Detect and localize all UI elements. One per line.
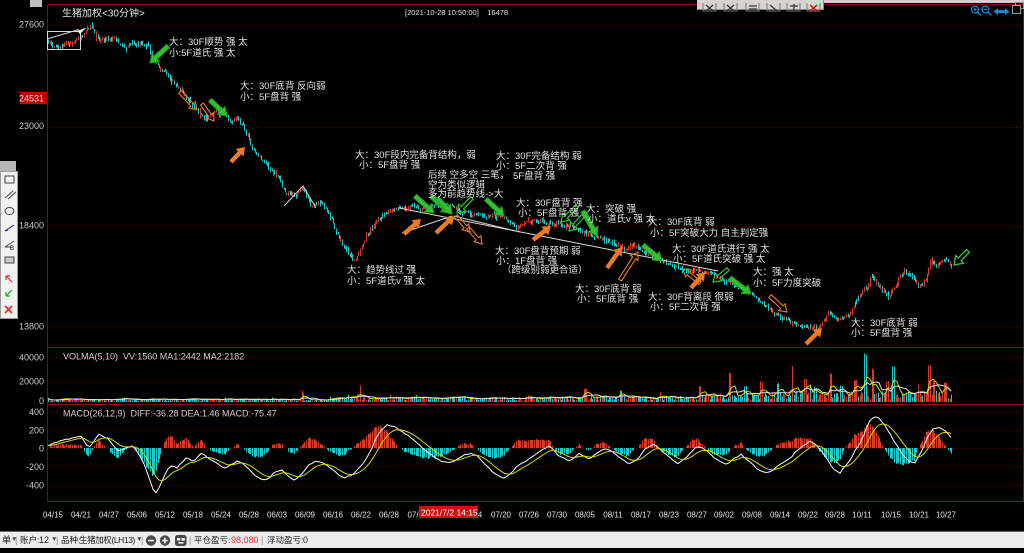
svg-text:10/27: 10/27: [936, 511, 957, 520]
svg-text:小：5F盘背 强: 小：5F盘背 强: [518, 207, 580, 219]
svg-text:大：30F背离段 很弱: 大：30F背离段 很弱: [648, 291, 734, 303]
svg-text:06/03: 06/03: [267, 511, 288, 520]
svg-text:08/11: 08/11: [603, 511, 623, 520]
svg-text:小：5F道氏v 强 太: 小：5F道氏v 强 太: [347, 275, 426, 287]
svg-text:5F盘背 强: 5F盘背 强: [513, 170, 556, 182]
svg-text:大：趋势线过 强: 大：趋势线过 强: [347, 264, 417, 276]
svg-text:2021/7/2 14:15: 2021/7/2 14:15: [421, 508, 478, 518]
svg-text:小：5F道氏突破 强 太: 小：5F道氏突破 强 太: [673, 253, 766, 265]
svg-text:05/24: 05/24: [211, 511, 232, 520]
svg-text:06/09: 06/09: [295, 511, 316, 520]
svg-text:04/15: 04/15: [43, 511, 64, 520]
svg-text:小：5F二次背 强: 小：5F二次背 强: [496, 160, 567, 172]
svg-text:小：1F盘背 强: 小：1F盘背 强: [496, 255, 558, 267]
svg-text:大：30F盘背 强: 大：30F盘背 强: [516, 197, 583, 209]
svg-text:27600: 27600: [19, 20, 44, 30]
svg-text:后续 空多空 三笔，: 后续 空多空 三笔，: [428, 169, 509, 181]
svg-text:小：5F盘背 强: 小：5F盘背 强: [240, 91, 302, 103]
svg-text:-200: -200: [26, 462, 44, 472]
svg-text:小:5F道氏 强 太: 小:5F道氏 强 太: [169, 47, 236, 59]
svg-text:07/30: 07/30: [547, 511, 568, 520]
svg-text:05/06: 05/06: [127, 511, 148, 520]
svg-text:40000: 40000: [19, 353, 44, 363]
svg-text:（跨级别弱更合适）: （跨级别弱更合适）: [502, 264, 588, 276]
svg-text:08/05: 08/05: [575, 511, 596, 520]
svg-text:大：突破 强: 大：突破 强: [586, 203, 637, 215]
svg-text:07/: 07/: [407, 511, 419, 520]
svg-text:大：30F段内完备背结构，弱: 大：30F段内完备背结构，弱: [355, 149, 476, 161]
svg-text:06/22: 06/22: [351, 511, 372, 520]
svg-text:08/23: 08/23: [659, 511, 680, 520]
svg-text:04/21: 04/21: [71, 511, 92, 520]
svg-text:09/28: 09/28: [825, 511, 846, 520]
svg-text:06/16: 06/16: [323, 511, 344, 520]
svg-text:400: 400: [29, 407, 44, 417]
svg-text:05/18: 05/18: [183, 511, 204, 520]
svg-text:VOLMA(5,10) VV:1560 MA1:2442: VOLMA(5,10) VV:1560 MA1:2442 MA2:2182: [63, 352, 244, 362]
svg-text:小：5F突破大力 自主判定强: 小：5F突破大力 自主判定强: [650, 227, 769, 239]
svg-text:-400: -400: [26, 481, 44, 491]
svg-text:13800: 13800: [19, 322, 44, 332]
svg-text:08/27: 08/27: [687, 511, 708, 520]
svg-text:大：强 太: 大：强 太: [753, 266, 794, 278]
svg-text:09/22: 09/22: [798, 511, 819, 520]
svg-text:10/11: 10/11: [852, 511, 872, 520]
svg-text:大：30F底背 弱: 大：30F底背 弱: [648, 216, 715, 228]
svg-text:小：5F盘背 强: 小：5F盘背 强: [851, 327, 913, 339]
svg-text:05/12: 05/12: [155, 511, 176, 520]
svg-text:大：30F盘背预期 弱: 大：30F盘背预期 弱: [495, 245, 581, 257]
svg-text:10/15: 10/15: [881, 511, 902, 520]
svg-text:4: 4: [478, 511, 483, 520]
svg-text:多为前趋势线->大: 多为前趋势线->大: [428, 188, 504, 200]
svg-text:大：30F底背 反向弱: 大：30F底背 反向弱: [240, 80, 326, 92]
svg-text:大：30F底背 弱: 大：30F底背 弱: [851, 317, 918, 329]
svg-text:18400: 18400: [19, 221, 44, 231]
svg-text:09/08: 09/08: [742, 511, 763, 520]
svg-text:10/21: 10/21: [909, 511, 930, 520]
svg-text:09/14: 09/14: [770, 511, 791, 520]
svg-text:小：道氏v 强 太: 小：道氏v 强 太: [588, 213, 656, 225]
svg-text:小：5F盘背 强: 小：5F盘背 强: [359, 159, 421, 171]
svg-text:09/02: 09/02: [714, 511, 735, 520]
svg-text:0: 0: [39, 396, 44, 406]
svg-text:大：30F完备结构 弱: 大：30F完备结构 弱: [496, 150, 582, 162]
svg-text:B: B: [10, 246, 14, 252]
svg-text:24531: 24531: [19, 94, 44, 104]
svg-text:MACD(26,12,9) DIFF:-36.28 DEA: MACD(26,12,9) DIFF:-36.28 DEA:1.46 MACD:…: [63, 409, 277, 419]
svg-text:20000: 20000: [19, 377, 44, 387]
svg-text:空为类似逻辑: 空为类似逻辑: [428, 179, 486, 191]
svg-text:小：5F二次背 强: 小：5F二次背 强: [650, 301, 721, 313]
svg-text:08/17: 08/17: [631, 511, 652, 520]
svg-text:小：5F底背 强: 小：5F底背 强: [577, 293, 639, 305]
svg-text:大：30F道氏进行 强 太: 大：30F道氏进行 强 太: [672, 243, 770, 255]
svg-text:生猪加权<30分钟>: 生猪加权<30分钟>: [62, 7, 145, 20]
svg-text:大：30F顺势 强 太: 大：30F顺势 强 太: [169, 36, 248, 48]
svg-text:05/28: 05/28: [239, 511, 260, 520]
svg-text:0: 0: [39, 444, 44, 454]
svg-text:200: 200: [29, 426, 44, 436]
svg-text:[2021-10-28 10:50:00] 16478: [2021-10-28 10:50:00] 16478: [405, 8, 508, 17]
svg-text:07/26: 07/26: [519, 511, 540, 520]
svg-text:06/28: 06/28: [379, 511, 400, 520]
svg-text:23000: 23000: [19, 121, 44, 131]
svg-text:07/20: 07/20: [491, 511, 512, 520]
svg-text:小：5F力度突破: 小：5F力度突破: [753, 277, 822, 289]
svg-text:大：30F底背 弱: 大：30F底背 弱: [575, 283, 642, 295]
svg-text:04/27: 04/27: [99, 511, 120, 520]
